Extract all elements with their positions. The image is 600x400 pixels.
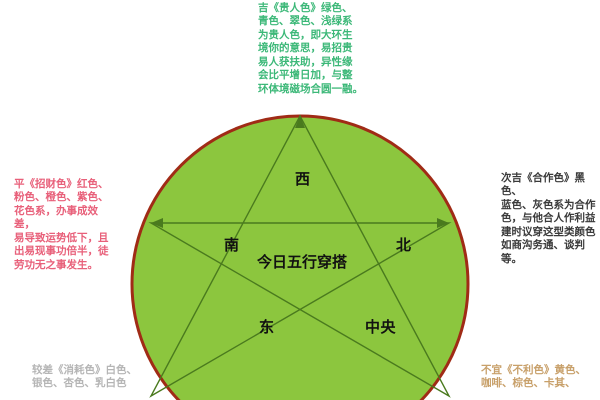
pentagram-star — [148, 114, 452, 398]
note-wealth-color: 平《招财色》红色、 粉色、橙色、紫色、 花色系，办事成效差， 易导致运势低下，且… — [14, 178, 109, 271]
note-cooperation-color: 次吉《合作色》黑色、 蓝色、灰色系为合作 色，与他合人作利益 建时议穿这型类颜色… — [501, 172, 596, 265]
direction-label-west: 西 — [295, 170, 311, 188]
center-title: 今日五行穿搭 — [256, 253, 347, 271]
arrow-head-left — [151, 218, 163, 228]
direction-label-center: 中央 — [365, 318, 397, 336]
note-draining-color: 较差《消耗色》白色、 银色、杏色、乳白色 — [32, 364, 137, 390]
note-noble-color: 吉《贵人色》绿色、 青色、翠色、浅绿系 为贵人色，即大环生 境你的意思，易招贵 … — [258, 2, 363, 95]
direction-label-east: 东 — [259, 318, 275, 336]
arrow-head-right — [437, 218, 449, 228]
five-elements-wheel — [128, 112, 472, 400]
direction-label-north: 北 — [396, 236, 412, 254]
arrow-head-top — [295, 116, 305, 128]
note-unfavorable-color: 不宜《不利色》黄色、 咖啡、棕色、卡其、 — [481, 364, 586, 390]
direction-label-south: 南 — [224, 236, 240, 254]
